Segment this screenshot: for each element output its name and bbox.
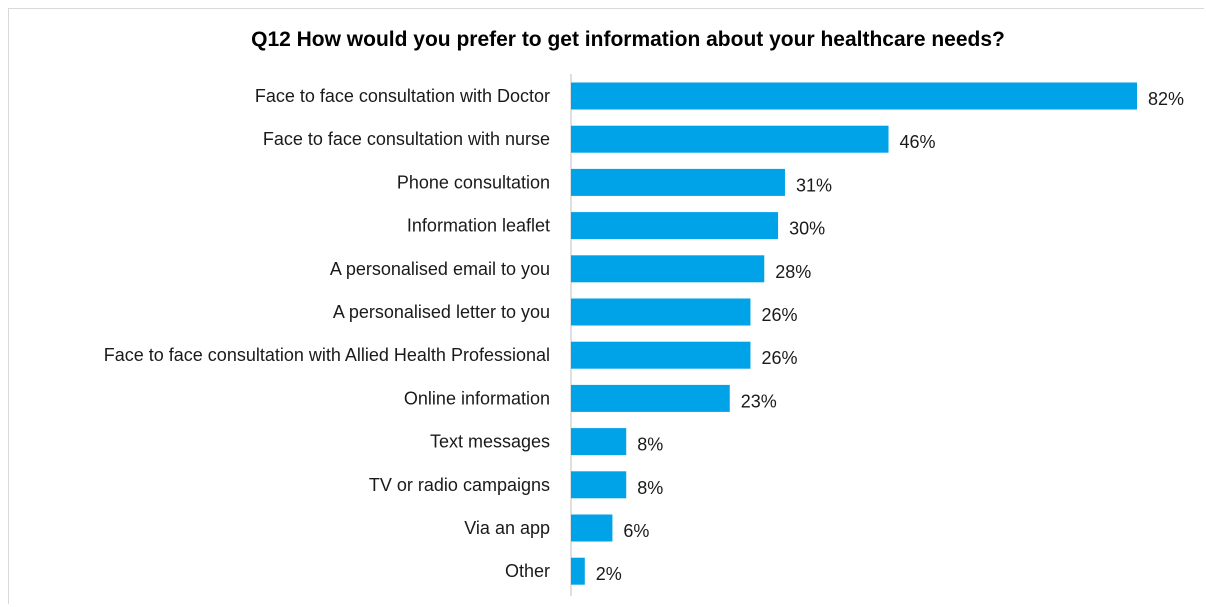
bar: [571, 557, 585, 585]
bar: [571, 82, 1137, 110]
category-label: Phone consultation: [397, 172, 550, 192]
category-label: Other: [505, 561, 550, 581]
value-label: 46%: [900, 132, 936, 152]
category-label: A personalised email to you: [330, 259, 550, 279]
bar: [571, 125, 889, 153]
bar: [571, 428, 627, 456]
bar: [571, 255, 765, 283]
bar: [571, 168, 785, 196]
chart-frame: [8, 8, 1204, 604]
value-label: 30%: [789, 219, 825, 239]
category-label: A personalised letter to you: [333, 302, 550, 322]
category-label: TV or radio campaigns: [369, 475, 550, 495]
value-label: 23%: [741, 391, 777, 411]
value-label: 26%: [761, 348, 797, 368]
category-label: Face to face consultation with Doctor: [255, 86, 550, 106]
bar: [571, 341, 751, 369]
category-labels-group: Face to face consultation with Doctor Fac…: [104, 86, 550, 581]
value-label: 8%: [637, 435, 663, 455]
chart-title: Q12 How would you prefer to get informat…: [251, 28, 1005, 51]
bar: [571, 384, 730, 412]
bar: [571, 514, 613, 542]
value-label: 31%: [796, 175, 832, 195]
category-label: Information leaflet: [407, 216, 550, 236]
value-label: 26%: [761, 305, 797, 325]
value-label: 28%: [775, 262, 811, 282]
value-label: 8%: [637, 478, 663, 498]
value-label: 2%: [596, 564, 622, 584]
category-label: Face to face consultation with Allied He…: [104, 345, 550, 365]
bar: [571, 212, 779, 240]
category-label: Face to face consultation with nurse: [263, 129, 550, 149]
value-label: 82%: [1148, 89, 1184, 109]
bar: [571, 471, 627, 499]
category-label: Via an app: [464, 518, 550, 538]
value-labels-group: 82% 46% 31% 30% 28% 26% 26% 23% 8% 8% 6% 2%: [596, 89, 1184, 584]
category-label: Online information: [404, 388, 550, 408]
value-label: 6%: [623, 521, 649, 541]
category-label: Text messages: [430, 432, 550, 452]
bars-group: [571, 82, 1137, 585]
bar: [571, 298, 751, 326]
